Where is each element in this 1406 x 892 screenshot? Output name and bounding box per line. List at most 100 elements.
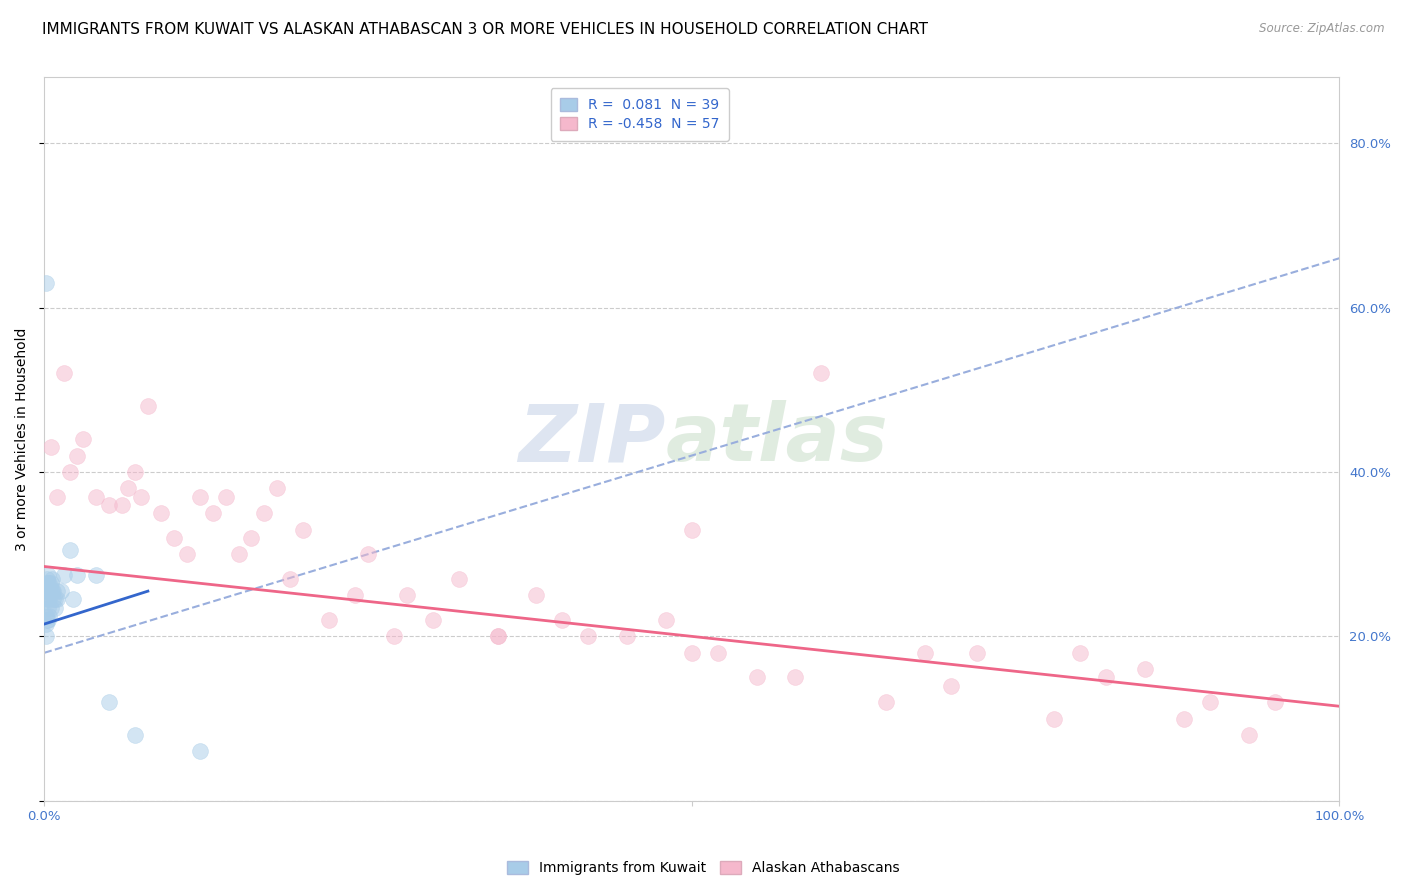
- Point: [292, 523, 315, 537]
- Point: [240, 531, 263, 545]
- Point: [38, 584, 60, 599]
- Point: [46, 592, 69, 607]
- Text: atlas: atlas: [666, 401, 889, 478]
- Point: [44, 592, 66, 607]
- Point: [875, 695, 897, 709]
- Point: [35, 572, 58, 586]
- Point: [1263, 695, 1285, 709]
- Point: [34, 592, 56, 607]
- Point: [38, 608, 60, 623]
- Point: [966, 646, 988, 660]
- Point: [39, 600, 62, 615]
- Point: [62, 592, 84, 607]
- Point: [39, 584, 62, 599]
- Point: [72, 432, 94, 446]
- Y-axis label: 3 or more Vehicles in Household: 3 or more Vehicles in Household: [15, 327, 30, 550]
- Point: [84, 490, 107, 504]
- Text: ZIP: ZIP: [519, 401, 666, 478]
- Point: [939, 679, 962, 693]
- Point: [1173, 712, 1195, 726]
- Point: [1133, 662, 1156, 676]
- Point: [117, 482, 139, 496]
- Point: [34, 617, 56, 632]
- Point: [188, 744, 211, 758]
- Point: [39, 576, 62, 591]
- Point: [84, 567, 107, 582]
- Point: [38, 592, 60, 607]
- Point: [49, 584, 72, 599]
- Point: [38, 576, 60, 591]
- Point: [616, 629, 638, 643]
- Point: [395, 588, 418, 602]
- Point: [39, 440, 62, 454]
- Point: [136, 399, 159, 413]
- Text: Source: ZipAtlas.com: Source: ZipAtlas.com: [1260, 22, 1385, 36]
- Point: [149, 506, 172, 520]
- Point: [163, 531, 186, 545]
- Point: [486, 629, 509, 643]
- Point: [447, 572, 470, 586]
- Point: [810, 367, 832, 381]
- Point: [745, 670, 768, 684]
- Point: [111, 498, 134, 512]
- Point: [37, 613, 59, 627]
- Point: [131, 490, 153, 504]
- Point: [253, 506, 276, 520]
- Point: [266, 482, 288, 496]
- Point: [46, 490, 69, 504]
- Point: [318, 613, 340, 627]
- Point: [681, 523, 703, 537]
- Point: [1069, 646, 1091, 660]
- Point: [357, 547, 380, 561]
- Point: [1095, 670, 1118, 684]
- Point: [422, 613, 444, 627]
- Point: [124, 465, 146, 479]
- Point: [46, 584, 69, 599]
- Point: [44, 600, 66, 615]
- Point: [201, 506, 224, 520]
- Point: [41, 584, 63, 599]
- Point: [37, 584, 59, 599]
- Point: [42, 584, 65, 599]
- Point: [228, 547, 250, 561]
- Point: [681, 646, 703, 660]
- Point: [188, 490, 211, 504]
- Point: [382, 629, 405, 643]
- Point: [34, 276, 56, 290]
- Point: [1043, 712, 1066, 726]
- Legend: R =  0.081  N = 39, R = -0.458  N = 57: R = 0.081 N = 39, R = -0.458 N = 57: [551, 88, 730, 141]
- Point: [35, 584, 58, 599]
- Point: [34, 629, 56, 643]
- Point: [37, 600, 59, 615]
- Point: [486, 629, 509, 643]
- Point: [66, 449, 89, 463]
- Legend: Immigrants from Kuwait, Alaskan Athabascans: Immigrants from Kuwait, Alaskan Athabasc…: [501, 855, 905, 880]
- Point: [35, 613, 58, 627]
- Point: [1237, 728, 1260, 742]
- Point: [52, 567, 75, 582]
- Point: [66, 567, 89, 582]
- Point: [176, 547, 198, 561]
- Point: [98, 498, 121, 512]
- Point: [914, 646, 936, 660]
- Point: [42, 592, 65, 607]
- Point: [35, 576, 58, 591]
- Point: [37, 576, 59, 591]
- Point: [706, 646, 728, 660]
- Point: [59, 543, 82, 558]
- Point: [52, 367, 75, 381]
- Point: [524, 588, 547, 602]
- Point: [41, 572, 63, 586]
- Point: [34, 608, 56, 623]
- Point: [1198, 695, 1220, 709]
- Point: [124, 728, 146, 742]
- Point: [59, 465, 82, 479]
- Point: [785, 670, 807, 684]
- Point: [551, 613, 574, 627]
- Point: [278, 572, 301, 586]
- Point: [98, 695, 121, 709]
- Point: [37, 567, 59, 582]
- Point: [344, 588, 367, 602]
- Text: IMMIGRANTS FROM KUWAIT VS ALASKAN ATHABASCAN 3 OR MORE VEHICLES IN HOUSEHOLD COR: IMMIGRANTS FROM KUWAIT VS ALASKAN ATHABA…: [42, 22, 928, 37]
- Point: [37, 592, 59, 607]
